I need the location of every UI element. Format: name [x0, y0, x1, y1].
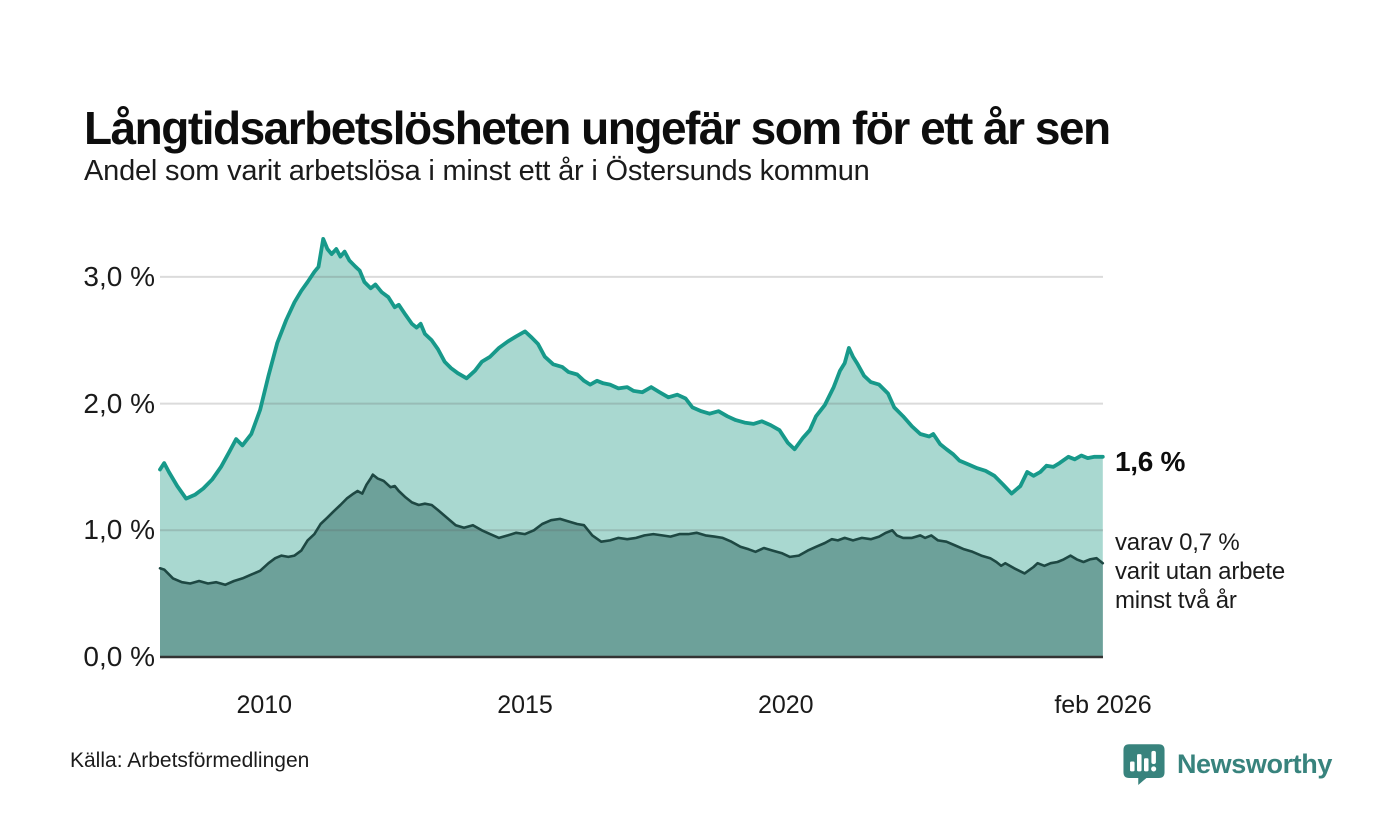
x-axis-label-2: 2020 [757, 691, 814, 719]
newsworthy-branding: Newsworthy [1121, 740, 1332, 788]
newsworthy-logo-icon [1123, 744, 1165, 785]
series-line-minst-tva-ar [158, 473, 1105, 587]
sub-series-annotation: varav 0,7 % varit utan arbete minst två … [1115, 528, 1365, 615]
latest-value-label: 1,6 % [1115, 446, 1186, 477]
y-axis-label-2: 2,0 % [83, 387, 155, 419]
x-axis-label-3: feb 2026 [1054, 691, 1152, 719]
sub-annotation-line-3: minst två år [1115, 587, 1237, 614]
chart-subtitle: Andel som varit arbetslösa i minst ett å… [84, 155, 870, 187]
newsworthy-logo-text: Newsworthy [1176, 748, 1332, 779]
y-axis-label-3: 3,0 % [83, 260, 155, 292]
series-area-minst-tva-ar [160, 474, 1103, 657]
chart-title: Långtidsarbetslösheten ungefär som för e… [84, 101, 1111, 154]
source-credit: Källa: Arbetsförmedlingen [70, 749, 310, 772]
y-axis-label-1: 1,0 % [83, 514, 155, 546]
sub-annotation-line-1: varav 0,7 % [1115, 529, 1240, 556]
sub-annotation-line-2: varit utan arbete [1115, 558, 1286, 585]
x-axis-label-1: 2015 [497, 691, 553, 719]
series-line-minst-ett-ar [158, 236, 1105, 501]
x-axis-label-0: 2010 [236, 691, 293, 719]
y-axis-label-0: 0,0 % [83, 641, 155, 672]
